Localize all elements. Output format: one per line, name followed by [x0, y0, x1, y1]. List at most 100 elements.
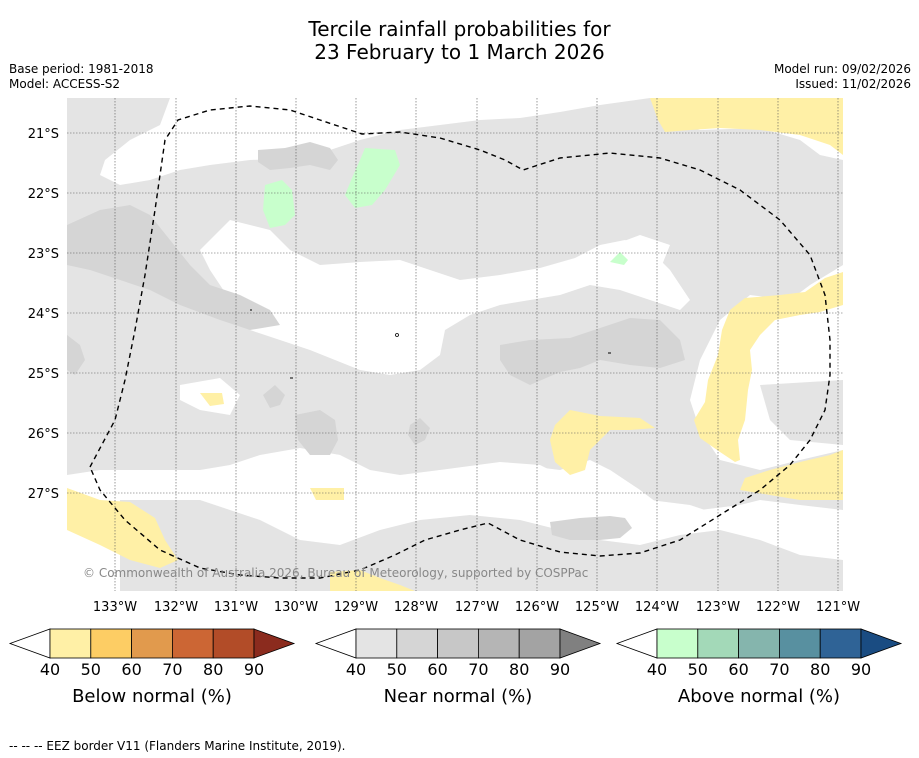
above-normal-colorbar-tick: 50	[687, 660, 708, 679]
base-period: Base period: 1981-2018	[9, 62, 154, 76]
footnote: -- -- -- EEZ border V11 (Flanders Marine…	[9, 739, 346, 753]
near-normal-label: Near normal (%)	[383, 686, 533, 707]
near-normal-colorbar-tick: 90	[549, 660, 571, 679]
lon-label: 123°W	[696, 600, 740, 615]
below-normal-40-south	[330, 570, 415, 591]
lon-label: 130°W	[274, 600, 318, 615]
white-hole-north	[67, 98, 650, 185]
map-plot-area: © Commonwealth of Australia 2026, Bureau…	[67, 98, 843, 591]
lat-label: 22°S	[28, 187, 59, 202]
white-hole-band-1	[200, 220, 690, 375]
below-normal-40-southeast	[740, 450, 843, 500]
near-normal-colorbar-tick: 70	[468, 660, 489, 679]
lat-label: 21°S	[28, 127, 59, 142]
near-normal-colorbar-max-arrow	[559, 628, 602, 659]
below-normal-colorbar-max-arrow	[253, 628, 296, 659]
above-normal-40-west	[263, 180, 295, 228]
above-normal-colorbar-min-arrow	[615, 628, 658, 659]
below-normal-colorbar-segment	[171, 628, 214, 659]
near-normal-colorbar-tick: 60	[427, 660, 448, 679]
lon-label: 126°W	[515, 600, 559, 615]
below-normal-colorbar-tick: 50	[80, 660, 101, 679]
lon-label: 124°W	[635, 600, 679, 615]
below-normal-40-east	[694, 272, 843, 462]
colorbars	[8, 628, 903, 659]
below-normal-40-small-a	[200, 393, 224, 406]
near-normal-50-mid-c	[263, 385, 285, 408]
white-hole-south	[67, 448, 843, 555]
lon-label: 129°W	[334, 600, 378, 615]
lon-label: 133°W	[93, 600, 137, 615]
lat-label: 25°S	[28, 367, 59, 382]
above-normal-colorbar-tick: 70	[769, 660, 790, 679]
near-normal-colorbar-min-arrow	[314, 628, 357, 659]
below-normal-colorbar-segment	[131, 628, 173, 659]
eez-border	[89, 105, 831, 579]
above-normal-colorbar-segment	[819, 628, 862, 659]
lat-label: 27°S	[28, 487, 59, 502]
above-normal-colorbar-tick: 80	[810, 660, 831, 679]
above-normal-colorbar-segment	[779, 628, 821, 659]
near-normal-colorbar-segment	[477, 628, 520, 659]
lat-label: 26°S	[28, 427, 59, 442]
below-normal-colorbar-segment	[90, 628, 133, 659]
lon-label: 132°W	[154, 600, 198, 615]
above-normal-colorbar-tick: 60	[728, 660, 749, 679]
near-normal-50-left-edge	[67, 335, 85, 375]
near-normal-colorbar-segment	[396, 628, 438, 659]
above-normal-colorbar-tick: 90	[850, 660, 872, 679]
near-normal-colorbar-tick: 80	[509, 660, 530, 679]
below-normal-40-center	[550, 410, 655, 475]
lat-labels: 21°S 22°S 23°S 24°S 25°S 26°S 27°S	[28, 127, 59, 502]
below-normal-colorbar-segment	[212, 628, 255, 659]
near-normal-50-south	[550, 516, 632, 540]
near-normal-50-northwest	[258, 142, 338, 170]
near-normal-50-mid-a	[295, 410, 338, 455]
below-normal-40-small-b	[310, 488, 344, 500]
run-info: Model run: 09/02/2026 Issued: 11/02/2026	[774, 62, 911, 92]
lon-label: 125°W	[575, 600, 619, 615]
near-normal-colorbar-segment	[437, 628, 479, 659]
near-normal-40-southeast	[760, 380, 843, 445]
lon-label: 122°W	[756, 600, 800, 615]
map-title: Tercile rainfall probabilities for 23 Fe…	[0, 18, 919, 64]
above-normal-label: Above normal (%)	[677, 686, 841, 707]
lon-label: 131°W	[214, 600, 258, 615]
below-normal-40-southwest	[67, 488, 178, 568]
island-marker	[395, 333, 399, 337]
issued-date: Issued: 11/02/2026	[795, 77, 911, 91]
lon-label: 127°W	[455, 600, 499, 615]
above-normal-colorbar-segment	[697, 628, 739, 659]
model-run: Model run: 09/02/2026	[773, 62, 911, 76]
lat-label: 24°S	[28, 307, 59, 322]
below-normal-colorbar-tick: 70	[162, 660, 183, 679]
white-hole-center	[600, 235, 670, 280]
above-normal-colorbar-segment	[738, 628, 780, 659]
base-info: Base period: 1981-2018 Model: ACCESS-S2	[9, 62, 154, 92]
below-normal-40-northeast	[650, 98, 843, 155]
near-normal-50-mid-b	[408, 418, 430, 445]
above-normal-colorbar-tick: 40	[646, 660, 668, 679]
below-normal-colorbar-min-arrow	[8, 628, 51, 659]
title-line-2: 23 February to 1 March 2026	[314, 40, 605, 64]
lon-labels: 133°W 132°W 131°W 130°W 129°W 128°W 127°…	[93, 600, 860, 615]
near-normal-50-east	[500, 318, 685, 385]
model-name: Model: ACCESS-S2	[9, 77, 121, 91]
above-normal-40-center	[610, 252, 628, 265]
near-normal-colorbar-segment	[518, 628, 561, 659]
near-normal-40-south	[120, 500, 843, 591]
below-normal-colorbar-tick: 60	[121, 660, 142, 679]
above-normal-colorbar-segment	[656, 628, 699, 659]
near-normal-colorbar-tick: 50	[386, 660, 407, 679]
below-normal-colorbar-segment	[49, 628, 92, 659]
lon-label: 128°W	[394, 600, 438, 615]
copyright-text: © Commonwealth of Australia 2026, Bureau…	[83, 566, 588, 580]
near-normal-50-west	[67, 205, 280, 330]
near-normal-colorbar-tick: 40	[345, 660, 367, 679]
below-normal-colorbar-tick: 80	[203, 660, 224, 679]
lon-label: 121°W	[816, 600, 860, 615]
gridlines	[67, 98, 843, 591]
title-line-1: Tercile rainfall probabilities for	[308, 17, 611, 41]
near-normal-colorbar-segment	[355, 628, 398, 659]
